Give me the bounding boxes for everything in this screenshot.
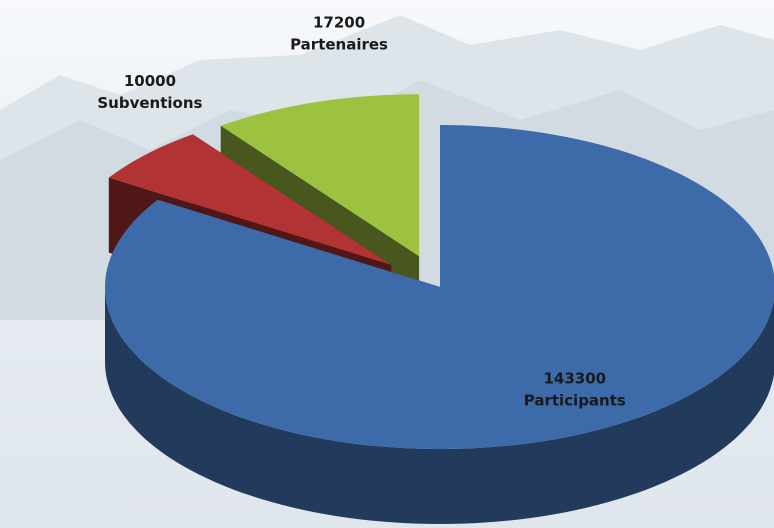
slice-label: Participants: [524, 392, 626, 410]
data-label: 17200: [313, 14, 365, 32]
data-label: 143300: [543, 370, 606, 388]
slice-side: [105, 287, 774, 524]
slice: [105, 125, 774, 524]
slice-label: Partenaires: [290, 36, 388, 54]
slice-top: [220, 94, 420, 257]
slice-top: [108, 134, 392, 265]
slice-top: [105, 125, 774, 449]
pie: [105, 94, 774, 524]
data-label: 10000: [124, 72, 176, 90]
slice-label: Subventions: [97, 94, 202, 112]
